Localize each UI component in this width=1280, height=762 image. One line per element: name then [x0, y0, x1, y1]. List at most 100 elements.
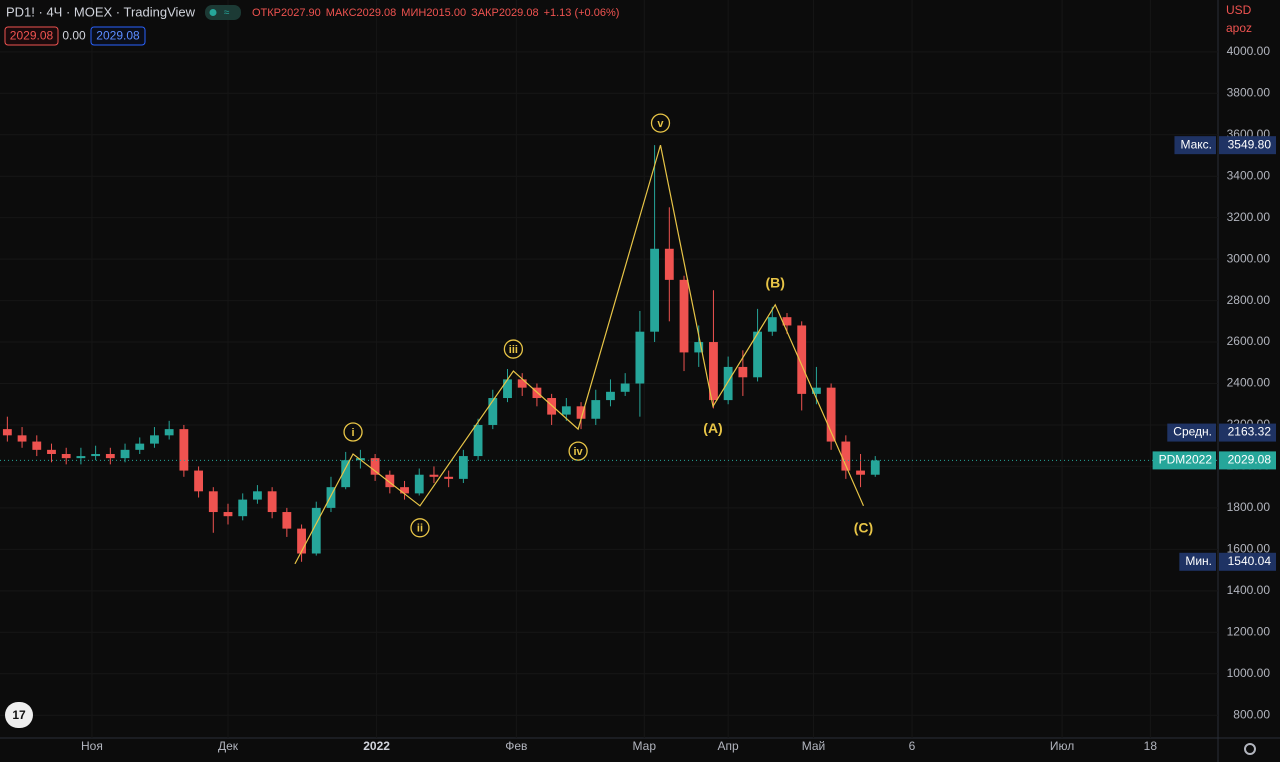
x-tick-label: 18 — [1144, 739, 1158, 753]
candle-body — [341, 460, 351, 488]
ohlc-label: ОТКР — [252, 7, 281, 19]
candle-body — [664, 248, 674, 280]
wave-label-circle — [410, 518, 430, 538]
bid: 2029.08 — [10, 29, 54, 43]
candle-body — [17, 435, 27, 442]
status-pill[interactable] — [205, 5, 241, 20]
candle-body — [120, 449, 130, 459]
wave-label: i — [352, 427, 355, 439]
candle-body — [414, 474, 424, 494]
currency[interactable]: USD — [1226, 3, 1252, 17]
y-tick-label: 1200.00 — [1227, 624, 1271, 638]
price-label-value-box — [1219, 451, 1276, 470]
candle-body — [429, 474, 439, 477]
wave-label: iv — [574, 446, 584, 458]
y-tick-label: 2400.00 — [1227, 376, 1271, 390]
ohlc-legend: ОТКР 2027.90 МАКС 2029.08 МИН 2015.00 ЗАКР 2029… — [252, 7, 619, 19]
y-tick-label: 2800.00 — [1227, 293, 1271, 307]
candle-body — [738, 366, 748, 378]
ohlc-value: 2027.90 — [281, 7, 321, 19]
candle-body — [311, 507, 321, 554]
scale-mode[interactable]: apoz — [1226, 21, 1252, 35]
price-label-value-box — [1219, 423, 1276, 442]
candle-body — [326, 487, 336, 508]
candle-body — [76, 456, 86, 459]
candle-body — [47, 449, 56, 454]
x-tick-label: Ноя — [81, 739, 103, 753]
bid-box[interactable] — [4, 26, 59, 46]
price-label-value-box — [1219, 136, 1276, 155]
candle-body — [503, 379, 512, 399]
candle-body — [517, 379, 527, 388]
candle-body — [2, 429, 12, 436]
price-label-box — [1179, 552, 1216, 571]
candle-body — [753, 331, 762, 378]
status-dot — [209, 9, 217, 16]
candle-body — [32, 441, 42, 450]
wave-label: v — [657, 118, 664, 130]
candle-body — [679, 279, 689, 353]
wave-label-circle — [343, 422, 363, 442]
x-tick-label: Апр — [718, 739, 740, 753]
candle-body — [370, 458, 380, 475]
wave-label: (A) — [703, 420, 722, 436]
ohlc-label: МИН — [401, 7, 426, 19]
candle-body — [576, 406, 586, 419]
wave-label: (C) — [854, 520, 873, 536]
candle-body — [723, 366, 733, 401]
candle-body — [635, 331, 645, 384]
ohlc-label: ЗАКР — [471, 7, 499, 19]
symbol: PD1! · 4Ч · MOEX · TradingView — [6, 4, 196, 19]
candle-body — [870, 460, 880, 475]
x-tick-label: 2022 — [363, 739, 390, 753]
wave-label-circle — [503, 339, 524, 359]
price-label-value: 2029.08 — [1228, 453, 1272, 467]
price-label-box — [1167, 423, 1216, 442]
x-tick-label: 6 — [909, 739, 916, 753]
candle-body — [164, 429, 174, 436]
price-label-name: Средн. — [1173, 425, 1212, 439]
wave-label: iii — [509, 344, 518, 356]
candle-body — [620, 383, 630, 392]
y-tick-label: 2600.00 — [1227, 334, 1271, 348]
candle-body — [400, 487, 409, 494]
status-icon: ≈ — [224, 8, 230, 19]
wave-label: (B) — [766, 274, 785, 290]
y-tick-label: 3000.00 — [1227, 251, 1271, 265]
candle-body — [650, 248, 660, 332]
candle-body — [841, 441, 851, 471]
candle-body — [194, 470, 203, 492]
candle-body — [709, 342, 718, 401]
tv-logo[interactable] — [5, 702, 33, 728]
wave-label-circle — [568, 441, 588, 461]
price-label-name: Мин. — [1185, 554, 1212, 568]
candle-body — [488, 398, 498, 425]
y-tick-label: 3200.00 — [1227, 210, 1271, 224]
y-tick-label: 1000.00 — [1227, 666, 1271, 680]
price-label-name: PDM2022 — [1159, 453, 1213, 467]
x-tick-label: Дек — [218, 739, 239, 753]
candle-body — [591, 400, 601, 419]
candle-body — [105, 453, 115, 459]
y-tick-label: 1400.00 — [1227, 583, 1271, 597]
settings-icon[interactable] — [1244, 743, 1256, 755]
candle-body — [812, 387, 821, 394]
price-label-value-box — [1219, 552, 1276, 571]
ask-box[interactable] — [90, 26, 146, 46]
candle-body — [856, 470, 865, 475]
candle-body — [782, 317, 792, 326]
candle-body — [826, 387, 836, 442]
candle-body — [238, 499, 248, 517]
candle-body — [297, 528, 306, 554]
candle-body — [179, 429, 189, 471]
ask: 2029.08 — [96, 29, 140, 43]
marks — [2, 145, 880, 562]
candle-body — [606, 391, 615, 401]
candle-body — [385, 474, 395, 488]
change: +1.13 (+0.06%) — [544, 7, 620, 19]
candle-body — [767, 317, 777, 332]
candle-body — [150, 435, 159, 444]
